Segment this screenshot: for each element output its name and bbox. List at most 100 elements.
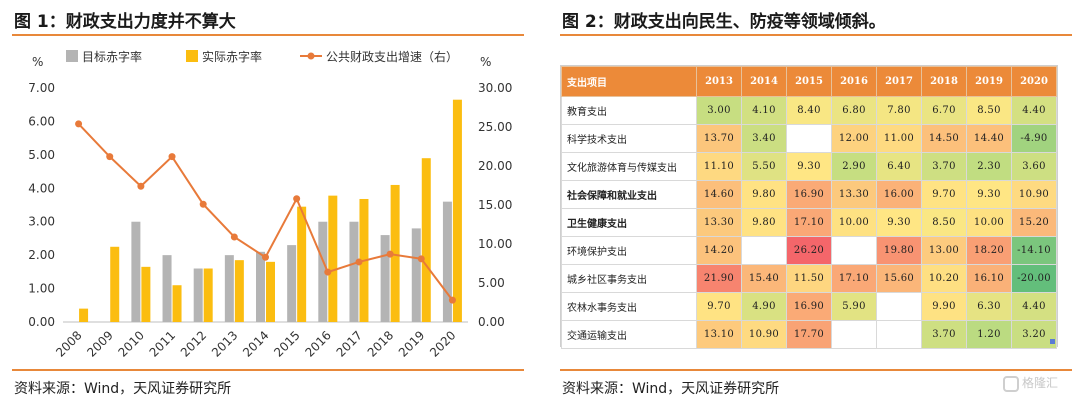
heatmap-cell: 3.00 <box>696 96 742 125</box>
spending-growth-point <box>386 250 394 258</box>
right-tick-label: 10.00 <box>478 237 512 251</box>
spending-growth-point <box>262 253 269 261</box>
spending-growth-point <box>448 296 456 304</box>
left-tick-label: 7.00 <box>28 81 55 95</box>
left-tick-label: 6.00 <box>28 114 55 128</box>
target-deficit-bar <box>380 235 390 322</box>
spending-growth-point <box>355 258 363 266</box>
heatmap-cell: 9.30 <box>876 208 922 237</box>
x-tick-label: 2018 <box>365 328 396 359</box>
heatmap-cell: 14.40 <box>966 124 1012 153</box>
heatmap-cell: 3.70 <box>921 320 967 349</box>
heatmap-cell: 10.20 <box>921 264 967 293</box>
target-deficit-bar <box>256 251 265 322</box>
legend-swatch <box>186 50 198 62</box>
expenditure-category-label: 教育支出 <box>561 96 697 125</box>
year-column-header: 2020 <box>1011 66 1057 97</box>
heatmap-cell: 13.30 <box>696 208 742 237</box>
expenditure-category-label: 卫生健康支出 <box>561 208 697 237</box>
spending-growth-point <box>230 233 238 241</box>
row-header-label: 支出项目 <box>561 66 697 97</box>
x-tick-label: 2013 <box>209 328 240 359</box>
heatmap-row: 环境保护支出 14.20 26.20 19.80 13.00 18.20 -14.10 <box>561 236 1057 265</box>
expenditure-category-label: 交通运输支出 <box>561 320 697 349</box>
title-rule <box>560 34 1072 36</box>
spending-growth-point <box>75 120 83 128</box>
legend-marker <box>307 52 315 60</box>
heatmap-cell: 14.60 <box>696 180 742 209</box>
heatmap-header-row: 支出项目 2013 2014 2015 2016 2017 2018 2019 2020 <box>561 66 1057 97</box>
x-tick-label: 2015 <box>271 328 302 359</box>
actual-deficit-bar <box>141 266 151 322</box>
actual-deficit-bar <box>203 268 213 322</box>
heatmap-cell: 15.40 <box>741 264 787 293</box>
x-tick-label: 2011 <box>147 328 178 359</box>
year-column-header: 2013 <box>696 66 742 97</box>
heatmap-cell: 14.20 <box>696 236 742 265</box>
heatmap-cell: 9.80 <box>741 180 787 209</box>
left-tick-label: 5.00 <box>28 148 55 162</box>
heatmap-cell: 18.20 <box>966 236 1012 265</box>
heatmap-cell: 2.30 <box>966 152 1012 181</box>
legend-label: 公共财政支出增速（右） <box>326 49 458 64</box>
heatmap-cell: 5.50 <box>741 152 787 181</box>
actual-deficit-bar <box>110 246 120 322</box>
heatmap-cell: 1.20 <box>966 320 1012 349</box>
expenditure-category-label: 文化旅游体育与传媒支出 <box>561 152 697 181</box>
heatmap-cell: 13.70 <box>696 124 742 153</box>
resize-handle-icon <box>1050 339 1055 344</box>
expenditure-category-label: 环境保护支出 <box>561 236 697 265</box>
deficit-spending-chart: 0.00 1.00 2.00 3.00 4.00 5.00 6.00 7.00 0.00 5.00… <box>28 49 512 360</box>
heatmap-cell: 4.40 <box>1011 292 1057 321</box>
watermark-text: 格隆汇 <box>1022 376 1059 390</box>
actual-deficit-bar <box>390 184 400 322</box>
expenditure-category-label: 社会保障和就业支出 <box>561 180 697 209</box>
heatmap-cell: 3.20 <box>1011 320 1057 349</box>
year-column-header: 2015 <box>786 66 832 97</box>
heatmap-cell: -20.00 <box>1011 264 1057 293</box>
heatmap-cell: 6.30 <box>966 292 1012 321</box>
heatmap-cell: 13.10 <box>696 320 742 349</box>
title-rule <box>12 34 524 36</box>
heatmap-cell: -4.90 <box>1011 124 1057 153</box>
heatmap-row: 教育支出 3.00 4.10 8.40 6.80 7.80 6.70 8.50 4.40 <box>561 96 1057 125</box>
x-tick-label: 2012 <box>178 328 209 359</box>
year-column-header: 2014 <box>741 66 787 97</box>
heatmap-cell: 16.90 <box>786 292 832 321</box>
figure-1-title: 图 1：财政支出力度并不算大 <box>14 12 236 32</box>
heatmap-cell: 15.60 <box>876 264 922 293</box>
actual-deficit-bar <box>297 206 307 322</box>
left-tick-label: 3.00 <box>28 215 55 229</box>
target-deficit-bar <box>131 221 141 322</box>
source-rule <box>560 369 1072 371</box>
heatmap-cell: 3.70 <box>921 152 967 181</box>
heatmap-cell: 17.10 <box>831 264 877 293</box>
heatmap-row: 科学技术支出 13.70 3.40 12.00 11.00 14.50 14.40 -4.90 <box>561 124 1057 153</box>
heatmap-cell <box>876 320 922 349</box>
year-column-header: 2016 <box>831 66 877 97</box>
figure-2-source: 资料来源：Wind，天风证券研究所 <box>562 381 780 397</box>
year-column-header: 2017 <box>876 66 922 97</box>
source-rule <box>12 369 524 371</box>
figure-2-title: 图 2：财政支出向民生、防疫等领域倾斜。 <box>562 12 886 32</box>
heatmap-cell: 15.20 <box>1011 208 1057 237</box>
expenditure-category-label: 科学技术支出 <box>561 124 697 153</box>
heatmap-cell: 3.60 <box>1011 152 1057 181</box>
target-deficit-bar <box>349 221 359 322</box>
legend-swatch <box>66 50 78 62</box>
left-unit-label: % <box>32 55 43 69</box>
expenditure-category-label: 农林水事务支出 <box>561 292 697 321</box>
spending-growth-point <box>168 153 176 161</box>
heatmap-cell: 17.70 <box>786 320 832 349</box>
heatmap-table: 支出项目 2013 2014 2015 2016 2017 2018 2019 2020 教育支… <box>561 66 1057 349</box>
heatmap-cell <box>831 320 877 349</box>
target-deficit-bar <box>442 201 452 322</box>
heatmap-cell: 17.10 <box>786 208 832 237</box>
heatmap-cell: 13.00 <box>921 236 967 265</box>
heatmap-cell: 6.40 <box>876 152 922 181</box>
expenditure-category-label: 城乡社区事务支出 <box>561 264 697 293</box>
right-figure-panel: 图 2：财政支出向民生、防疫等领域倾斜。 支出项目 2013 2014 2015 201… <box>548 0 1080 401</box>
heatmap-cell: 10.00 <box>966 208 1012 237</box>
heatmap-row: 社会保障和就业支出 14.60 9.80 16.90 13.30 16.00 9.70 9.3… <box>561 180 1057 209</box>
spending-growth-point <box>106 153 114 161</box>
